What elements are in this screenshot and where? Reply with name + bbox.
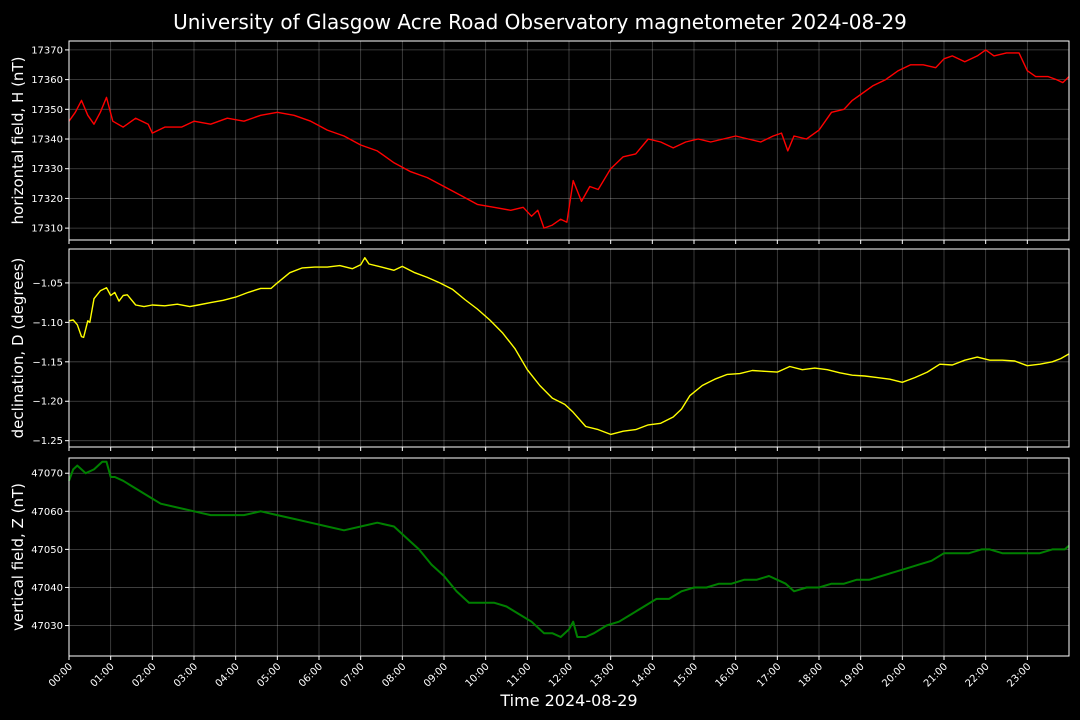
series-line-z [68,460,1070,638]
y-axis-label: vertical field, Z (nT) [9,483,27,631]
y-tick-label: 47050 [31,545,63,556]
x-tick-label: 07:00 [339,661,367,689]
series-line-h [68,49,1070,229]
x-tick-label: 05:00 [255,661,283,689]
panels: 17310 17320 17330 17340 17350 17360 17370 horiz… [9,40,1070,690]
plot-frame [68,40,1070,241]
x-tick-label: 21:00 [922,661,950,689]
x-tick-label: 16:00 [714,661,742,689]
y-tick-label: 17350 [31,105,63,116]
x-tick-label: 10:00 [464,661,492,689]
y-tick-label: 47030 [31,621,63,632]
x-tick-label: 18:00 [797,661,825,689]
x-tick-label: 02:00 [130,661,158,689]
x-tick-label: 19:00 [839,661,867,689]
x-tick-label: 08:00 [380,661,408,689]
x-tick-label: 17:00 [755,661,783,689]
y-tick-label: −1.15 [32,357,63,368]
y-tick-label: 17360 [31,75,63,86]
x-tick-label: 22:00 [964,661,992,689]
panel-z: 47030 47040 47050 47060 47070 vertical field,… [9,457,1070,660]
y-tick-label: 47060 [31,507,63,518]
series-line-d [68,257,1070,436]
panel-d: −1.25 −1.20 −1.15 −1.10 −1.05 declination, D … [9,248,1070,451]
y-tick-label: −1.20 [32,397,63,408]
x-tick-label: 11:00 [505,661,533,689]
x-tick-label: 14:00 [630,661,658,689]
y-tick-label: −1.05 [32,278,63,289]
y-axis-label: horizontal field, H (nT) [9,57,27,225]
y-tick-label: 17340 [31,135,63,146]
x-tick-label: 03:00 [172,661,200,689]
chart-title: University of Glasgow Acre Road Observat… [173,10,907,34]
x-tick-labels: 00:00 01:00 02:00 03:00 04:00 05:00 06:00 07:00… [47,661,1033,689]
plot-frame [68,248,1070,448]
y-tick-label: 17370 [31,45,63,56]
x-tick-label: 23:00 [1005,661,1033,689]
x-tick-label: 12:00 [547,661,575,689]
x-tick-label: 04:00 [214,661,242,689]
y-tick-label: 17330 [31,164,63,175]
x-tick-label: 20:00 [880,661,908,689]
x-tick-label: 09:00 [422,661,450,689]
y-tick-label: −1.25 [32,436,63,447]
x-tick-label: 15:00 [672,661,700,689]
y-tick-label: 47070 [31,469,63,480]
y-tick-label: 17310 [31,224,63,235]
x-tick-label: 00:00 [47,661,75,689]
x-tick-label: 06:00 [297,661,325,689]
y-tick-label: 17320 [31,194,63,205]
y-tick-label: 47040 [31,583,63,594]
x-axis-label: Time 2024-08-29 [499,691,637,710]
panel-h: 17310 17320 17330 17340 17350 17360 17370 horiz… [9,40,1070,244]
y-tick-label: −1.10 [32,318,63,329]
x-tick-label: 13:00 [589,661,617,689]
x-tick-label: 01:00 [89,661,117,689]
y-axis-label: declination, D (degrees) [9,258,27,439]
plot-frame [68,457,1070,657]
